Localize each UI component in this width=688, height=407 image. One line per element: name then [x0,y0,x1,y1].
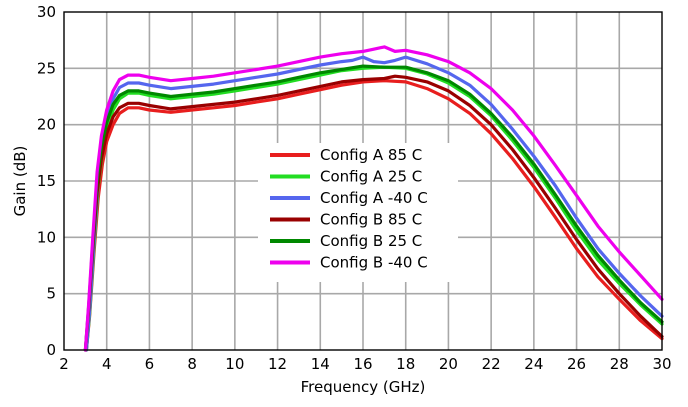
x-tick-label: 16 [353,355,372,373]
x-tick-label: 6 [145,355,155,373]
x-tick-label: 20 [439,355,458,373]
y-tick-label: 10 [37,228,56,246]
x-tick-label: 10 [225,355,244,373]
x-tick-label: 30 [652,355,671,373]
x-tick-label: 24 [524,355,543,373]
legend-label-2: Config A 25 C [320,168,422,186]
x-tick-label: 22 [482,355,501,373]
y-tick-label: 0 [46,341,56,359]
legend-label-1: Config A 85 C [320,146,422,164]
y-axis-title: Gain (dB) [11,146,29,217]
legend-label-4: Config B 85 C [320,211,422,229]
x-tick-label: 18 [396,355,415,373]
x-tick-label: 12 [268,355,287,373]
x-tick-label: 14 [311,355,330,373]
legend-label-6: Config B -40 C [320,254,428,272]
y-tick-label: 20 [37,116,56,134]
y-tick-label: 15 [37,172,56,190]
x-tick-label: 28 [610,355,629,373]
x-tick-label: 4 [102,355,112,373]
x-axis-title: Frequency (GHz) [301,378,426,396]
x-tick-label: 2 [59,355,69,373]
y-tick-label: 30 [37,3,56,21]
legend: Config A 85 C Config A 25 C Config A -40 C… [258,143,458,282]
x-tick-label: 8 [187,355,197,373]
legend-label-5: Config B 25 C [320,232,422,250]
x-tick-label: 26 [567,355,586,373]
y-tick-label: 5 [46,285,56,303]
legend-label-3: Config A -40 C [320,189,428,207]
y-tick-label: 25 [37,59,56,77]
